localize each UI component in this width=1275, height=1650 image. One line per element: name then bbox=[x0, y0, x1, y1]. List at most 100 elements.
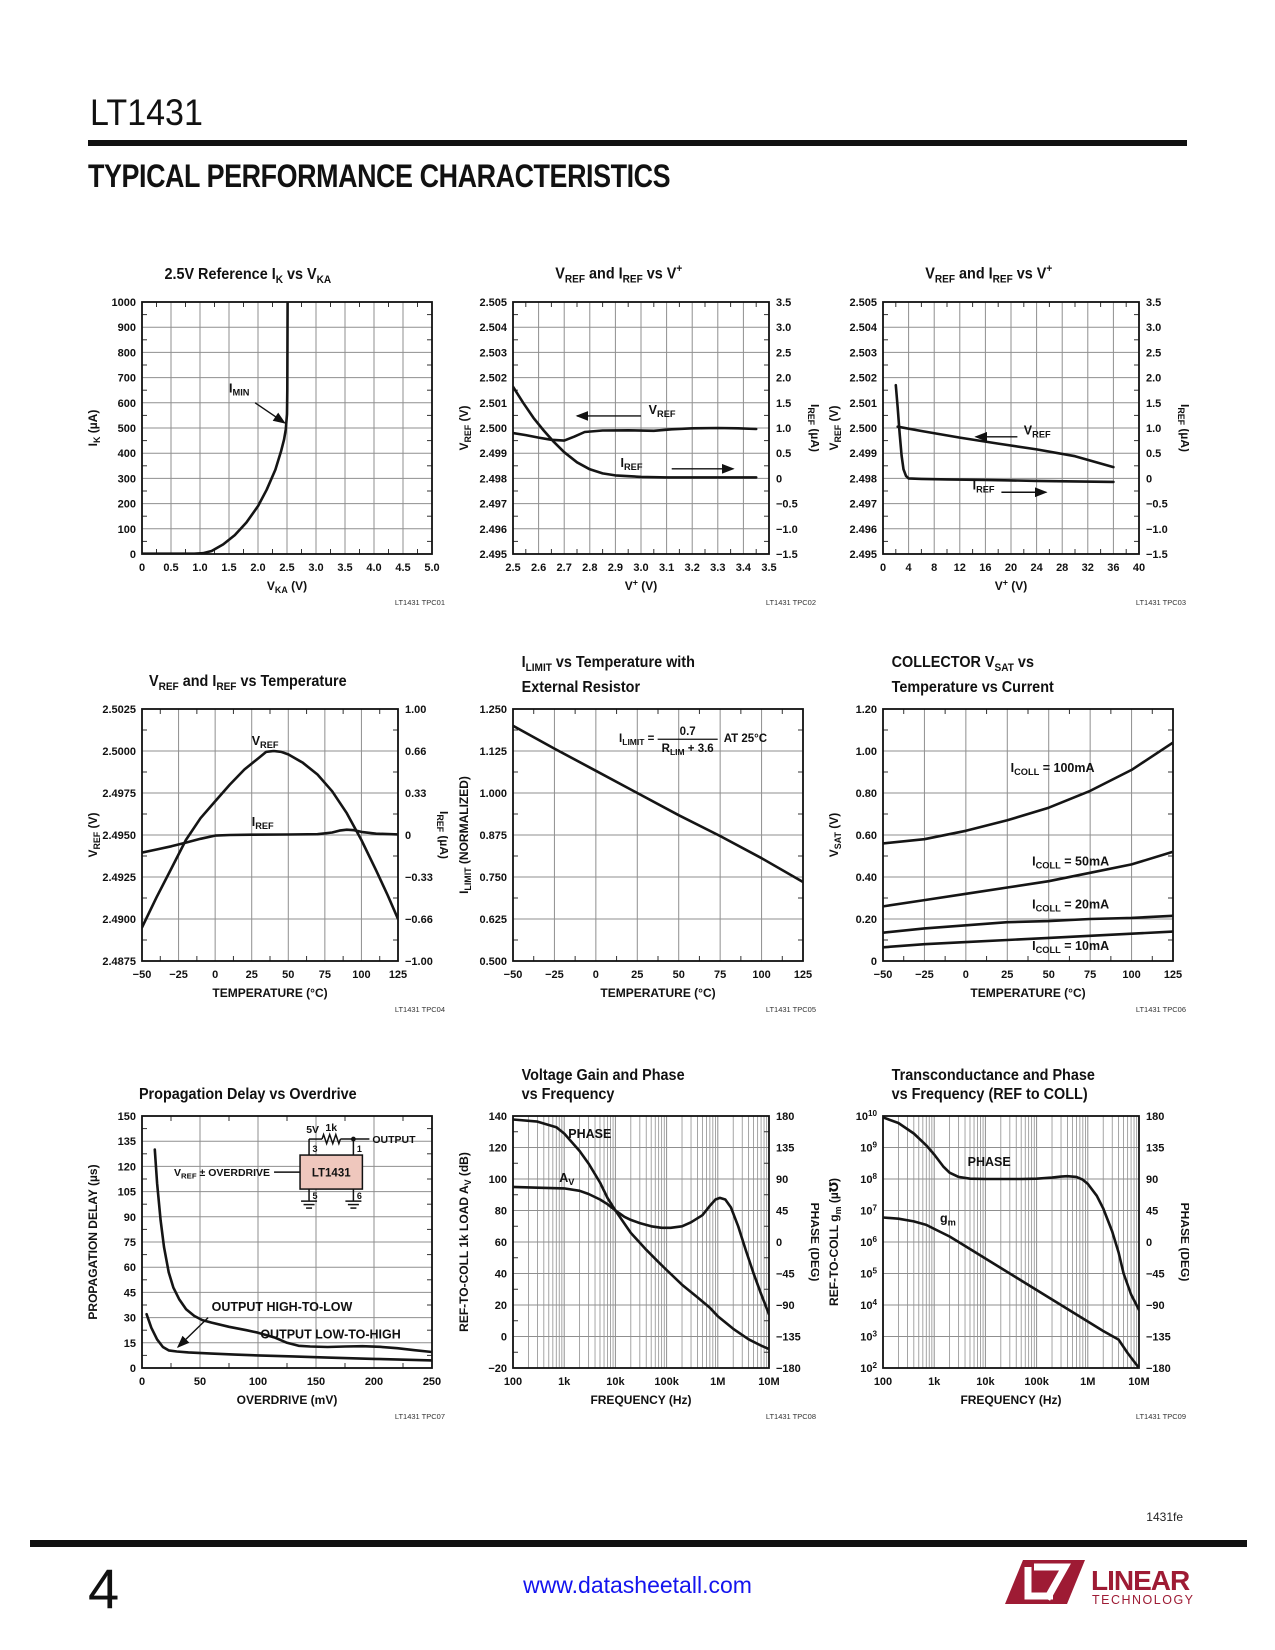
svg-text:90: 90 bbox=[124, 1212, 136, 1224]
chart-title: VREF and IREF vs V+ bbox=[554, 263, 682, 286]
svg-text:0: 0 bbox=[592, 969, 598, 981]
svg-text:2.7: 2.7 bbox=[556, 562, 571, 574]
series-PHASE bbox=[512, 1118, 769, 1351]
svg-text:0.875: 0.875 bbox=[479, 830, 507, 842]
svg-text:2.505: 2.505 bbox=[479, 297, 507, 309]
chart-tpc03: VREF and IREF vs V+ 0 4 8 12 16 20 24 28 32 36 40 2… bbox=[825, 242, 1192, 615]
svg-text:1.125: 1.125 bbox=[479, 746, 507, 758]
svg-text:−90: −90 bbox=[1146, 1300, 1165, 1312]
series-ICOLL=20mA bbox=[883, 914, 1174, 934]
series-group bbox=[512, 724, 803, 884]
series-AV bbox=[512, 1185, 769, 1316]
chart-canvas: 0 50 100 150 200 2500153045607590105120135150… bbox=[86, 1111, 445, 1421]
svg-text:VREF (V): VREF (V) bbox=[457, 405, 473, 450]
chart-tpc01: 2.5V Reference IK vs VKA 0 0.5 1.0 1.5 2.0 2.… bbox=[84, 242, 448, 615]
svg-text:−1.0: −1.0 bbox=[776, 524, 798, 536]
svg-text:40: 40 bbox=[1133, 562, 1145, 574]
svg-text:600: 600 bbox=[118, 398, 136, 410]
svg-text:3.2: 3.2 bbox=[684, 562, 699, 574]
svg-text:−1.00: −1.00 bbox=[405, 956, 433, 968]
svg-text:150: 150 bbox=[307, 1376, 325, 1388]
chart-tpc09: Transconductance and Phase vs Frequency (… bbox=[825, 1056, 1192, 1429]
svg-text:0: 0 bbox=[139, 562, 145, 574]
svg-text:2.0: 2.0 bbox=[250, 562, 265, 574]
svg-text:AV: AV bbox=[559, 1171, 575, 1187]
plot-frame bbox=[141, 1115, 433, 1369]
chart-tpc05: ILIMIT vs Temperature with External Resis… bbox=[455, 649, 819, 1022]
svg-text:3.1: 3.1 bbox=[659, 562, 674, 574]
page-number: 4 bbox=[88, 1557, 120, 1620]
svg-text:2.495: 2.495 bbox=[479, 549, 507, 561]
svg-text:0: 0 bbox=[880, 562, 886, 574]
svg-text:1.5: 1.5 bbox=[776, 398, 791, 410]
svg-text:0: 0 bbox=[405, 830, 411, 842]
svg-text:30: 30 bbox=[124, 1313, 136, 1325]
svg-text:1M: 1M bbox=[710, 1376, 725, 1388]
svg-text:45: 45 bbox=[124, 1287, 136, 1299]
svg-text:25: 25 bbox=[246, 969, 258, 981]
series-gm bbox=[883, 1216, 1140, 1368]
svg-text:20: 20 bbox=[1005, 562, 1017, 574]
svg-text:135: 135 bbox=[776, 1143, 794, 1155]
svg-text:75: 75 bbox=[1084, 969, 1096, 981]
svg-text:REF-TO-COLL gm (µ℧): REF-TO-COLL gm (µ℧) bbox=[827, 1178, 843, 1306]
series-IREF bbox=[894, 383, 1116, 484]
svg-text:50: 50 bbox=[1043, 969, 1055, 981]
svg-text:15: 15 bbox=[124, 1338, 136, 1350]
svg-text:20: 20 bbox=[494, 1300, 506, 1312]
tick-labels: 0 0.5 1.0 1.5 2.0 2.5 3.0 3.5 4.0 4.5 5.0 0 100 200 30… bbox=[112, 297, 440, 574]
svg-text:3.5: 3.5 bbox=[1146, 297, 1161, 309]
svg-text:0: 0 bbox=[776, 1237, 782, 1249]
svg-text:LT1431 TPC08: LT1431 TPC08 bbox=[765, 1412, 815, 1421]
svg-text:−25: −25 bbox=[915, 969, 934, 981]
chart-title: Voltage Gain and Phase vs Frequency bbox=[521, 1067, 685, 1103]
grid bbox=[882, 301, 1140, 555]
svg-text:0.20: 0.20 bbox=[856, 914, 877, 926]
svg-text:−25: −25 bbox=[545, 969, 564, 981]
svg-text:90: 90 bbox=[776, 1174, 788, 1186]
svg-text:2.5000: 2.5000 bbox=[102, 746, 136, 758]
series-OUTPUT LOW-TO-HIGH bbox=[153, 1148, 432, 1354]
svg-text:0: 0 bbox=[1146, 1237, 1152, 1249]
svg-text:0: 0 bbox=[1146, 473, 1152, 485]
svg-text:100: 100 bbox=[488, 1174, 506, 1186]
svg-text:TEMPERATURE (°C): TEMPERATURE (°C) bbox=[600, 986, 715, 1000]
svg-text:OUTPUT LOW-TO-HIGH: OUTPUT LOW-TO-HIGH bbox=[260, 1328, 400, 1342]
series-ILIMIT bbox=[512, 724, 803, 884]
series-group bbox=[894, 383, 1116, 484]
svg-text:100: 100 bbox=[503, 1376, 521, 1388]
svg-text:2.499: 2.499 bbox=[850, 448, 878, 460]
svg-text:1000: 1000 bbox=[112, 297, 136, 309]
series-group bbox=[883, 741, 1174, 949]
svg-text:LT1431 TPC03: LT1431 TPC03 bbox=[1136, 598, 1186, 607]
svg-text:2.495: 2.495 bbox=[850, 549, 878, 561]
svg-text:135: 135 bbox=[1146, 1143, 1164, 1155]
website-link[interactable]: www.datasheetall.com bbox=[523, 1572, 752, 1598]
doc-code: 1431fe bbox=[1146, 1510, 1183, 1524]
svg-text:120: 120 bbox=[488, 1143, 506, 1155]
svg-text:−50: −50 bbox=[874, 969, 893, 981]
svg-text:−180: −180 bbox=[776, 1363, 801, 1375]
svg-text:8: 8 bbox=[931, 562, 937, 574]
grid bbox=[882, 708, 1174, 962]
svg-text:2.498: 2.498 bbox=[850, 473, 878, 485]
svg-text:ICOLL = 100mA: ICOLL = 100mA bbox=[1011, 761, 1095, 777]
svg-text:700: 700 bbox=[118, 373, 136, 385]
svg-text:0: 0 bbox=[776, 473, 782, 485]
tick-labels: 100 1k 10k 100k 1M 10M −20 0 20 40 60 80 100 120 140 −1… bbox=[488, 1111, 800, 1388]
chart-canvas: 2.5 2.6 2.7 2.8 2.9 3.0 3.1 3.2 3.3 3.4 3.52.4952.… bbox=[457, 297, 822, 607]
svg-text:2.504: 2.504 bbox=[479, 322, 507, 334]
svg-text:2.4975: 2.4975 bbox=[102, 788, 136, 800]
svg-text:−135: −135 bbox=[1146, 1332, 1171, 1344]
svg-text:1.00: 1.00 bbox=[405, 704, 426, 716]
chart-title: VREF and IREF vs V+ bbox=[925, 263, 1053, 286]
svg-text:2.502: 2.502 bbox=[479, 373, 507, 385]
series-ICOLL=100mA bbox=[883, 741, 1174, 845]
svg-text:2.503: 2.503 bbox=[479, 347, 507, 359]
logo-sub-text: TECHNOLOGY bbox=[1092, 1593, 1195, 1607]
svg-text:IREF: IREF bbox=[620, 456, 642, 472]
svg-text:3.0: 3.0 bbox=[1146, 322, 1161, 334]
chart-tpc02: VREF and IREF vs V+ 2.5 2.6 2.7 2.8 2.9 3.0 3.… bbox=[455, 242, 822, 615]
logo-canvas: LINEAR TECHNOLOGY bbox=[1005, 1560, 1195, 1607]
svg-text:1.0: 1.0 bbox=[192, 562, 207, 574]
